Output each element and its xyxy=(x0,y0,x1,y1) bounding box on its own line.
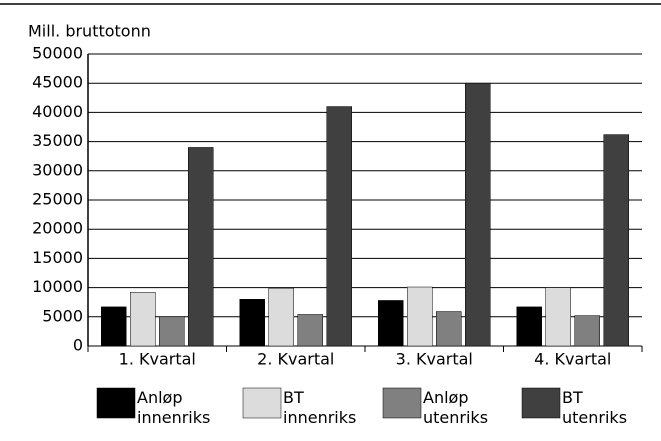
bar xyxy=(465,82,491,347)
bar xyxy=(297,314,323,347)
x-tick-label: 2. Kvartal xyxy=(257,350,334,369)
bar xyxy=(516,306,542,347)
bar xyxy=(239,299,265,347)
y-tick-label: 5000 xyxy=(42,306,83,325)
bar xyxy=(574,315,600,347)
bar xyxy=(545,287,571,347)
bar xyxy=(326,106,352,347)
legend-swatch xyxy=(382,387,422,419)
x-tick-label: 3. Kvartal xyxy=(396,350,473,369)
bar xyxy=(130,292,156,347)
y-tick-label: 35000 xyxy=(32,131,83,150)
y-tick-label: 20000 xyxy=(32,219,83,238)
legend-swatch xyxy=(96,387,136,419)
legend-label: Anløp innenriks xyxy=(137,388,211,427)
y-tick-label: 30000 xyxy=(32,160,83,179)
x-tick-label: 4. Kvartal xyxy=(534,350,611,369)
legend-swatch xyxy=(521,387,561,419)
y-tick-label: 10000 xyxy=(32,277,83,296)
bar xyxy=(188,147,214,347)
bar xyxy=(407,286,433,347)
y-tick-label: 50000 xyxy=(32,44,83,63)
x-tick-label: 1. Kvartal xyxy=(119,350,196,369)
legend-label: BT utenriks xyxy=(562,388,628,427)
bar xyxy=(378,300,404,347)
legend-label: Anløp utenriks xyxy=(423,388,489,427)
y-tick-label: 0 xyxy=(73,336,83,355)
y-axis-label: Mill. bruttotonn xyxy=(28,22,151,41)
y-tick-label: 25000 xyxy=(32,190,83,209)
y-tick-label: 45000 xyxy=(32,73,83,92)
bar xyxy=(159,316,185,347)
legend-label: BT innenriks xyxy=(283,388,357,427)
y-tick-label: 15000 xyxy=(32,248,83,267)
bar xyxy=(101,306,127,347)
bar xyxy=(436,311,462,347)
bar xyxy=(268,287,294,347)
bar xyxy=(603,134,629,347)
legend-swatch xyxy=(242,387,282,419)
y-tick-label: 40000 xyxy=(32,102,83,121)
